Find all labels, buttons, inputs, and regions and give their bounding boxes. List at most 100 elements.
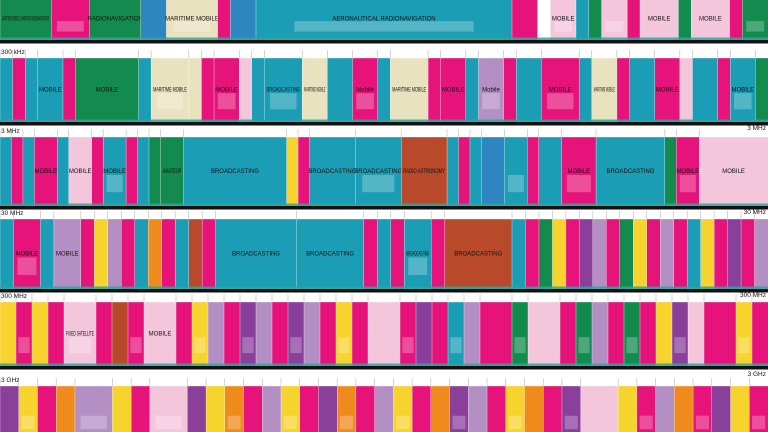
band-segment [303, 301, 321, 367]
band-segment [578, 57, 593, 123]
band-label: MOBILE [39, 88, 62, 94]
band-segment [31, 301, 49, 367]
band-segment [89, 0, 142, 41]
band-subsegment [508, 415, 522, 430]
band-subsegment [174, 21, 210, 32]
band-segment [591, 57, 618, 123]
band-segment [468, 385, 488, 432]
band-segment [255, 0, 513, 41]
band-row: MOBILE MOBILE BROADCASTING BROADCASTING BROA… [0, 210, 768, 299]
band-segment [404, 218, 432, 290]
band-segment [0, 301, 17, 367]
band-label: RADIONAVIGATION [88, 17, 143, 23]
band-subsegment [507, 174, 524, 193]
band-segment [161, 218, 176, 290]
band-segment [692, 57, 719, 123]
band-segment [205, 385, 226, 432]
band-segment [223, 301, 241, 367]
band-label: MARITIME MOBILE / MARITIME RADIONAVIGATI… [2, 17, 49, 23]
band-segment [730, 57, 756, 123]
band-segment [463, 301, 481, 367]
band-subsegment [80, 415, 107, 430]
band-segment [673, 218, 688, 290]
band-segment [538, 218, 553, 290]
band-segment [37, 57, 64, 123]
band-segment [686, 218, 702, 290]
band-label: MOBILE [699, 17, 722, 23]
band-segment [63, 301, 97, 367]
band-subsegment [482, 93, 500, 110]
band-segment [674, 385, 694, 432]
band-segment [264, 57, 303, 123]
band-segment [729, 0, 743, 41]
band-segment [191, 301, 209, 367]
band-segment [537, 0, 551, 41]
band-segment [616, 57, 631, 123]
band-segment [444, 218, 513, 290]
band-segment [478, 57, 505, 123]
band-segment [53, 218, 82, 290]
band-label: MARITIME MOBILE [392, 88, 426, 94]
band-segment [107, 218, 122, 290]
band-segment [201, 218, 217, 290]
band-subsegment [695, 415, 709, 430]
band-segment [525, 218, 540, 290]
band-row: MARITIME MOBILE / MARITIME RADIONAVIGATI… [0, 0, 768, 44]
strip-baseline [0, 289, 768, 293]
band-subsegment [156, 93, 184, 110]
band-segment [327, 57, 354, 123]
band-segment [0, 0, 52, 41]
band-segment [579, 218, 594, 290]
band-segment [401, 136, 448, 207]
band-label: BROADCASTING [306, 252, 354, 258]
band-segment [730, 385, 750, 432]
band-segment [390, 218, 405, 290]
band-segment [465, 57, 480, 123]
band-segment [271, 301, 289, 367]
band-segment [286, 136, 299, 207]
band-label: MARITIME MOBILE [153, 88, 187, 94]
band-subsegment [450, 337, 462, 354]
band-segment [646, 218, 661, 290]
band-segment [230, 0, 257, 41]
band-label: BROADCASTING [606, 169, 654, 175]
band-segment [639, 301, 657, 367]
band-segment [201, 57, 215, 123]
band-segment [541, 57, 580, 123]
band-segment [188, 218, 203, 290]
band-subsegment [734, 93, 752, 110]
band-segment [754, 218, 768, 290]
band-segment [687, 301, 705, 367]
band-segment [287, 301, 305, 367]
band-segment [617, 385, 638, 432]
band-segment [511, 218, 527, 290]
band-segment [130, 385, 151, 432]
band-segment [431, 301, 449, 367]
band-label: MOBILE [552, 17, 575, 23]
band-segment [319, 301, 337, 367]
band-label: MARITIME MOBILE [165, 17, 219, 23]
band-segment [183, 136, 288, 207]
band-segment [700, 218, 715, 290]
band-segment [671, 301, 689, 367]
band-subsegment [752, 415, 766, 430]
band-segment [516, 57, 542, 123]
band-label: AMATEUR [162, 169, 181, 175]
band-segment [430, 385, 451, 432]
band-segment [503, 57, 517, 123]
band-segment [447, 301, 465, 367]
range-start-label: 3 MHz [1, 128, 20, 135]
band-segment [703, 301, 737, 367]
band-segment [524, 385, 544, 432]
band-segment [75, 57, 140, 123]
band-subsegment [338, 337, 350, 354]
band-label: BROADCASTING [454, 252, 502, 258]
band-segment [575, 301, 593, 367]
band-label: MOBILE [149, 332, 172, 338]
band-segment [11, 136, 24, 207]
band-segment [127, 301, 145, 367]
band-segment [479, 301, 513, 367]
band-segment [575, 0, 590, 41]
band-segment [565, 218, 580, 290]
